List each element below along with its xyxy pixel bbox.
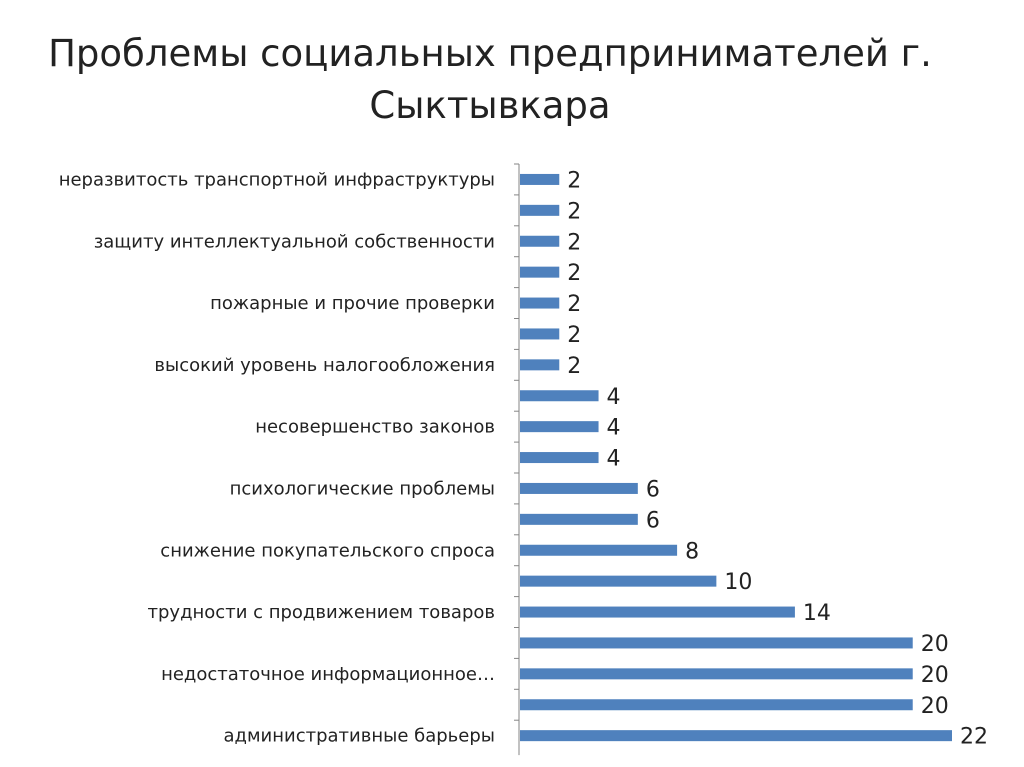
data-label: 4 — [607, 385, 621, 410]
bar — [520, 452, 599, 464]
data-label: 2 — [567, 354, 581, 379]
bar — [520, 544, 678, 556]
category-label: трудности с продвижением товаров — [148, 602, 495, 623]
title-line-1: Проблемы социальных предпринимателей г. — [48, 32, 932, 75]
data-label: 2 — [567, 199, 581, 224]
bar — [520, 575, 717, 587]
bar — [520, 390, 599, 402]
data-label: 2 — [567, 261, 581, 286]
bar — [520, 328, 560, 340]
bar — [520, 699, 913, 711]
category-label: снижение покупательского спроса — [160, 540, 495, 561]
category-label: несовершенство законов — [255, 417, 495, 438]
bar — [520, 297, 560, 309]
data-label: 6 — [646, 477, 660, 502]
category-label: защиту интеллектуальной собственности — [94, 231, 495, 252]
category-label: неразвитость транспортной инфраструктуры — [59, 169, 495, 190]
category-label: административные барьеры — [223, 726, 495, 747]
data-label: 22 — [960, 725, 988, 750]
data-label: 20 — [921, 632, 949, 657]
bar — [520, 421, 599, 433]
data-label: 20 — [921, 694, 949, 719]
category-label: недостаточное информационное… — [161, 664, 495, 685]
data-label: 14 — [803, 601, 831, 626]
data-label: 2 — [567, 168, 581, 193]
data-label: 2 — [567, 323, 581, 348]
data-label: 10 — [724, 570, 752, 595]
bar — [520, 482, 638, 494]
bar — [520, 668, 913, 680]
bar — [520, 235, 560, 247]
data-label: 2 — [567, 230, 581, 255]
data-label: 8 — [685, 539, 699, 564]
bar — [520, 359, 560, 371]
data-label: 6 — [646, 508, 660, 533]
data-label: 4 — [607, 416, 621, 441]
category-label: пожарные и прочие проверки — [210, 293, 495, 314]
bar — [520, 606, 795, 618]
data-label: 2 — [567, 292, 581, 317]
category-label: высокий уровень налогообложения — [154, 355, 495, 376]
bar — [520, 637, 913, 649]
bar — [520, 513, 638, 525]
data-label: 20 — [921, 663, 949, 688]
bar — [520, 173, 560, 185]
data-label: 4 — [607, 447, 621, 472]
category-label: психологические проблемы — [230, 478, 495, 499]
title-line-2: Сыктывкара — [369, 84, 611, 127]
bar — [520, 204, 560, 216]
slide-title: Проблемы социальных предпринимателей г. … — [0, 28, 980, 132]
bar — [520, 730, 952, 742]
bar — [520, 266, 560, 278]
